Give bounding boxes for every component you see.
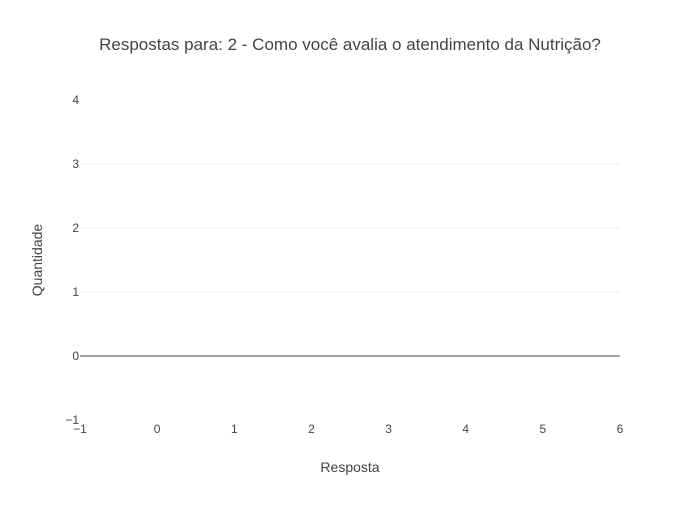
chart-title: Respostas para: 2 - Como você avalia o a…: [99, 35, 601, 54]
x-axis-ticks: −1 0 1 2 3 4 5 6: [73, 422, 624, 436]
y-tick-label: 0: [72, 349, 79, 363]
y-tick-label: 3: [72, 157, 79, 171]
y-axis-title: Quantidade: [29, 224, 45, 297]
x-tick-label: 3: [385, 422, 392, 436]
y-tick-label: 1: [72, 285, 79, 299]
x-tick-label: 1: [231, 422, 238, 436]
x-tick-label: 2: [308, 422, 315, 436]
x-tick-label: 5: [540, 422, 547, 436]
gridlines: [80, 163, 620, 293]
y-tick-label: 4: [72, 93, 79, 107]
y-tick-label: −1: [65, 413, 79, 427]
x-tick-label: −1: [73, 422, 87, 436]
x-tick-label: 4: [462, 422, 469, 436]
y-axis-ticks: −1 0 1 2 3 4: [65, 93, 79, 427]
y-tick-label: 2: [72, 221, 79, 235]
x-axis-title: Resposta: [320, 459, 379, 475]
x-tick-label: 0: [154, 422, 161, 436]
x-tick-label: 6: [617, 422, 624, 436]
